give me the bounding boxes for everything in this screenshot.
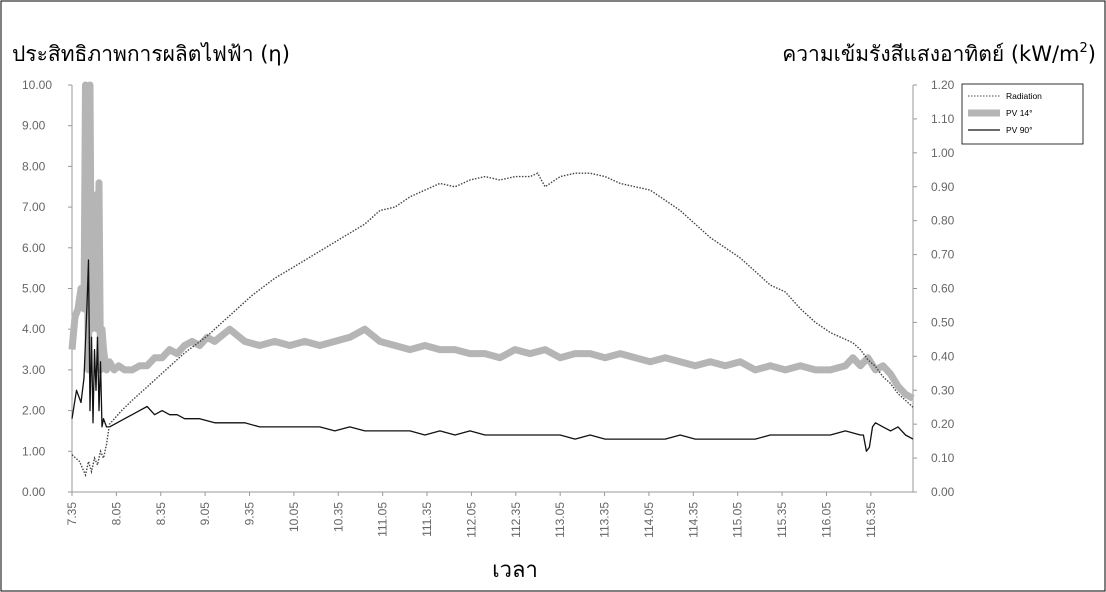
x-tick-label: 9.35	[243, 502, 257, 526]
x-tick-label: 10.05	[287, 502, 301, 532]
x-tick-label: 115.05	[731, 502, 745, 538]
y-left-tick-label: 10.00	[22, 78, 52, 92]
legend-label-pv90: PV 90°	[1006, 125, 1033, 135]
x-tick-label: 111.05	[376, 502, 390, 537]
y-left-tick-label: 7.00	[22, 200, 46, 214]
x-tick-label: 112.35	[509, 502, 523, 538]
x-tick-label: 114.05	[642, 502, 656, 538]
y-axis-left-ticks: 0.00 1.00 2.00 3.00 4.00 5.00 6.00 7.00 8.00 9.00…	[22, 78, 72, 499]
x-tick-label: 10.35	[331, 502, 345, 532]
y-right-tick-label: 0.00	[931, 485, 955, 499]
y-left-tick-label: 4.00	[22, 322, 46, 336]
y-axis-right-title-close: )	[1088, 42, 1096, 66]
y-right-tick-label: 0.70	[931, 248, 955, 262]
y-right-tick-label: 1.20	[931, 78, 955, 92]
x-tick-label: 116.05	[819, 502, 833, 538]
y-axis-right-title: ความเข้มรังสีแสงอาทิตย์ (kW/m2)	[782, 41, 1096, 66]
y-right-tick-label: 0.40	[931, 349, 955, 363]
x-tick-label: 113.05	[553, 502, 567, 538]
series-line-pv-14	[68, 81, 915, 402]
x-axis-title: เวลา	[492, 558, 538, 583]
y-right-tick-label: 1.00	[931, 146, 955, 160]
y-left-tick-label: 6.00	[22, 241, 46, 255]
x-tick-label: 115.35	[775, 502, 789, 538]
y-right-tick-label: 0.60	[931, 282, 955, 296]
y-axis-right-title-sup: 2	[1080, 41, 1088, 56]
legend-label-pv14: PV 14°	[1006, 108, 1033, 118]
y-axis-right-title-base: ความเข้มรังสีแสงอาทิตย์ (kW/m	[782, 42, 1079, 66]
y-right-tick-label: 0.20	[931, 417, 955, 431]
plot-area	[68, 81, 915, 478]
y-left-tick-label: 0.00	[22, 485, 46, 499]
y-right-tick-label: 0.80	[931, 214, 955, 228]
x-tick-label: 114.35	[686, 502, 700, 538]
y-left-tick-label: 2.00	[22, 404, 46, 418]
x-tick-label: 7.35	[65, 502, 79, 526]
x-tick-label: 111.35	[420, 502, 434, 537]
x-axis-ticks: 7.35 8.05 8.35 9.05 9.35 10.05 10.35 111.05 111.…	[65, 492, 878, 538]
series-line-pv-90	[71, 259, 914, 452]
x-tick-label: 113.35	[598, 502, 612, 538]
y-right-tick-label: 0.90	[931, 180, 955, 194]
y-right-tick-label: 0.30	[931, 383, 955, 397]
y-right-tick-label: 0.50	[931, 315, 955, 329]
legend-label-radiation: Radiation	[1006, 91, 1042, 101]
y-axis-left-title-text: ประสิทธิภาพการผลิตไฟฟ้า (η)	[12, 42, 290, 66]
x-tick-label: 116.35	[864, 502, 878, 538]
y-right-tick-label: 1.10	[931, 112, 955, 126]
y-left-tick-label: 1.00	[22, 444, 46, 458]
y-left-tick-label: 8.00	[22, 159, 46, 173]
legend: Radiation PV 14° PV 90°	[961, 83, 1084, 145]
y-axis-right-ticks: 0.00 0.10 0.20 0.30 0.40 0.50 0.60 0.70 0.80 0.90…	[913, 78, 955, 499]
y-left-tick-label: 9.00	[22, 119, 46, 133]
x-tick-label: 8.35	[154, 502, 168, 526]
y-right-tick-label: 0.10	[931, 451, 955, 465]
x-tick-label: 9.05	[198, 502, 212, 526]
x-tick-label: 112.05	[464, 502, 478, 538]
x-tick-label: 8.05	[109, 502, 123, 526]
y-axis-left-title: ประสิทธิภาพการผลิตไฟฟ้า (η)	[12, 42, 290, 66]
y-left-tick-label: 3.00	[22, 363, 46, 377]
y-left-tick-label: 5.00	[22, 282, 46, 296]
